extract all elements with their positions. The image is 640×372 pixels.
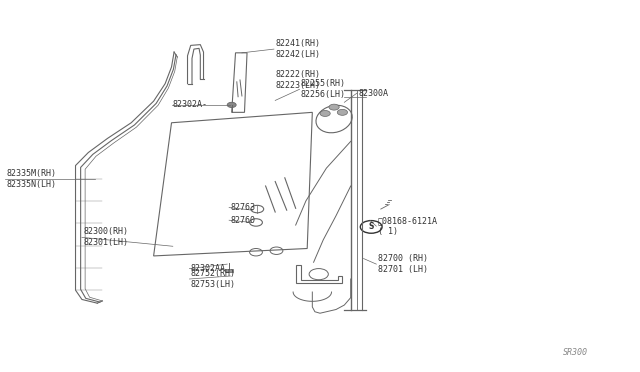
Text: 82700 (RH)
82701 (LH): 82700 (RH) 82701 (LH) [378, 254, 428, 274]
Circle shape [320, 110, 330, 116]
Text: 82255(RH)
82256(LH): 82255(RH) 82256(LH) [301, 79, 346, 99]
Text: 82335M(RH)
82335N(LH): 82335M(RH) 82335N(LH) [6, 169, 56, 189]
Circle shape [337, 109, 348, 115]
Text: 82300(RH)
82301(LH): 82300(RH) 82301(LH) [83, 227, 128, 247]
Text: S: S [369, 222, 374, 231]
Text: 82302AA: 82302AA [191, 264, 226, 273]
Circle shape [227, 102, 236, 108]
Text: 82763: 82763 [230, 203, 255, 212]
Text: 82752(RH)
82753(LH): 82752(RH) 82753(LH) [191, 269, 236, 289]
Circle shape [329, 104, 339, 110]
Text: 82222(RH)
82223(LH): 82222(RH) 82223(LH) [275, 70, 320, 90]
Text: 82300A: 82300A [358, 89, 388, 97]
Text: 82302A-: 82302A- [173, 100, 208, 109]
Text: 82760: 82760 [230, 216, 255, 225]
Text: 82241(RH)
82242(LH): 82241(RH) 82242(LH) [275, 39, 320, 59]
Bar [225, 269, 233, 272]
Text: 傅08168-6121A
( 1): 傅08168-6121A ( 1) [378, 216, 438, 236]
Text: SR300: SR300 [563, 348, 588, 357]
